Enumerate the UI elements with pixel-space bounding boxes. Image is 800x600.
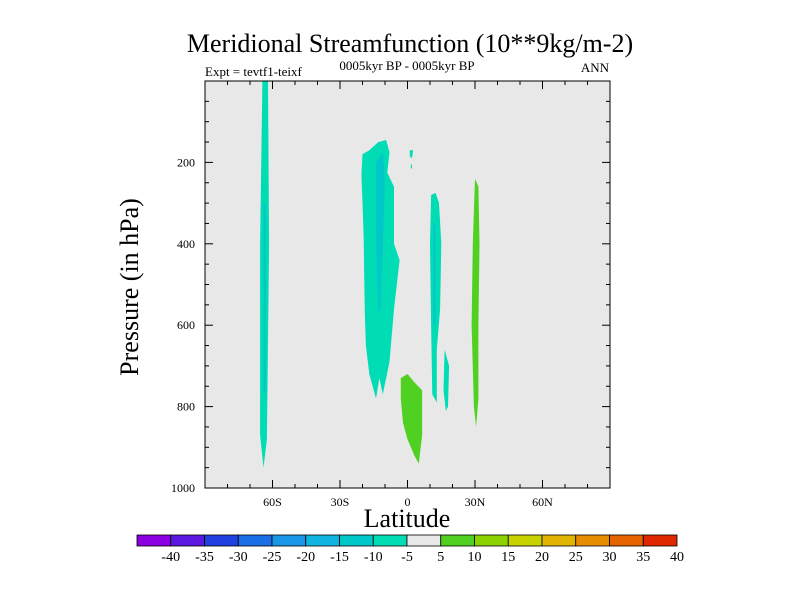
colorbar-box xyxy=(440,534,475,547)
colorbar-label: -35 xyxy=(195,550,214,565)
x-tick-label: 30S xyxy=(331,495,350,509)
colorbar-label: -30 xyxy=(229,550,248,565)
colorbar-box xyxy=(136,534,172,547)
colorbar-box xyxy=(339,534,374,547)
contour-region-5 xyxy=(410,164,412,169)
contour-region-10 xyxy=(400,374,423,464)
colorbar-box xyxy=(204,534,239,547)
colorbar-box xyxy=(474,534,509,547)
colorbar-label: 15 xyxy=(501,550,515,565)
chart-center-label: 0005kyr BP - 0005kyr BP xyxy=(339,58,474,73)
x-tick-label: 60S xyxy=(263,495,282,509)
axis-ticks: 60S 30S 0 30N 60N 200 400 600 800 1000 xyxy=(171,81,610,509)
x-tick-label: 60N xyxy=(532,495,553,509)
colorbar-label: 25 xyxy=(569,550,583,565)
colorbar-label: 10 xyxy=(468,550,482,565)
colorbar-box xyxy=(271,534,307,547)
contour-region-7 xyxy=(433,223,436,326)
colorbar-label: -15 xyxy=(330,550,349,565)
contour-region-8 xyxy=(443,349,450,411)
y-tick-label: 600 xyxy=(177,318,195,332)
colorbar-label: -5 xyxy=(401,550,413,565)
colorbar-box xyxy=(609,534,644,547)
y-tick-label: 1000 xyxy=(171,481,195,495)
colorbar-box xyxy=(170,534,205,547)
contour-region-3 xyxy=(376,152,385,313)
colorbar-box xyxy=(575,534,610,547)
colorbar-box xyxy=(541,534,577,547)
colorbar-box xyxy=(642,534,678,547)
colorbar-label: 40 xyxy=(670,550,684,565)
y-axis-title: Pressure (in hPa) xyxy=(115,198,144,376)
colorbar-label: 5 xyxy=(437,550,444,565)
colorbar-label: -20 xyxy=(296,550,315,565)
colorbar-label: -25 xyxy=(263,550,282,565)
contour-region-6 xyxy=(430,192,442,403)
colorbar-box xyxy=(372,534,408,547)
chart-right-label: ANN xyxy=(581,60,610,75)
y-tick-label: 200 xyxy=(177,155,195,169)
chart-title: Meridional Streamfunction (10**9kg/m-2) xyxy=(187,29,633,58)
x-axis-title: Latitude xyxy=(364,504,451,533)
contour-regions xyxy=(260,81,480,468)
colorbar-label: -40 xyxy=(161,550,180,565)
chart-left-label: Expt = tevtf1-teixf xyxy=(205,64,303,79)
colorbar: -40 -35 -30 -25 -20 -15 -10 -5 5 10 15 20 25 30 35 40 xyxy=(136,534,684,565)
colorbar-label: 35 xyxy=(636,550,650,565)
colorbar-box xyxy=(237,534,273,547)
colorbar-label: 20 xyxy=(535,550,549,565)
colorbar-label: -10 xyxy=(364,550,383,565)
contour-region-4 xyxy=(409,150,414,159)
x-tick-label: 30N xyxy=(465,495,486,509)
y-tick-label: 400 xyxy=(177,237,195,251)
colorbar-label: 30 xyxy=(603,550,617,565)
x-tick-label: 0 xyxy=(405,495,411,509)
y-tick-label: 800 xyxy=(177,400,195,414)
contour-region-9 xyxy=(471,178,480,427)
colorbar-box xyxy=(305,534,340,547)
contour-region-1 xyxy=(263,203,266,395)
colorbar-box xyxy=(406,534,442,547)
colorbar-box xyxy=(507,534,543,547)
